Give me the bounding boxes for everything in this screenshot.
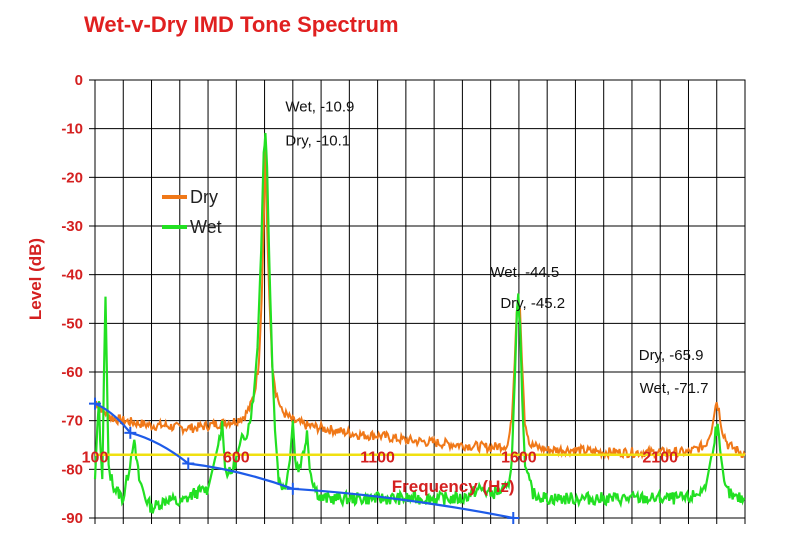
data-label: Wet, -71.7: [640, 380, 709, 397]
plot-area: [94, 79, 746, 519]
x-tick-label: 100: [82, 450, 109, 467]
data-label: Dry, -45.2: [500, 295, 565, 312]
x-axis-label: Frequency (Hz): [392, 477, 515, 496]
y-tick-label: -90: [61, 510, 83, 527]
y-axis-label: Level (dB): [26, 238, 45, 320]
y-tick-label: -60: [61, 364, 83, 381]
x-tick-label: 2100: [642, 450, 678, 467]
data-label: Dry, -65.9: [639, 347, 704, 364]
y-tick-label: -80: [61, 461, 83, 478]
y-tick-label: -50: [61, 315, 83, 332]
legend-label-dry: Dry: [190, 187, 218, 207]
x-tick-label: 600: [223, 450, 250, 467]
data-label: Wet, -10.9: [285, 99, 354, 116]
data-label: Wet, -44.5: [490, 264, 559, 281]
y-tick-label: -10: [61, 121, 83, 138]
chart-title: Wet-v-Dry IMD Tone Spectrum: [84, 12, 399, 37]
y-tick-label: 0: [75, 72, 83, 89]
y-tick-label: -20: [61, 169, 83, 186]
series-dry-line: [94, 143, 746, 461]
y-tick-label: -70: [61, 413, 83, 430]
data-label: Dry, -10.1: [285, 133, 350, 150]
fit-curve: [94, 402, 514, 520]
y-tick-label: -30: [61, 218, 83, 235]
legend-label-wet: Wet: [190, 217, 222, 237]
x-tick-label: 1600: [501, 450, 537, 467]
x-tick-label: 1100: [360, 450, 395, 467]
y-tick-label: -40: [61, 267, 83, 284]
